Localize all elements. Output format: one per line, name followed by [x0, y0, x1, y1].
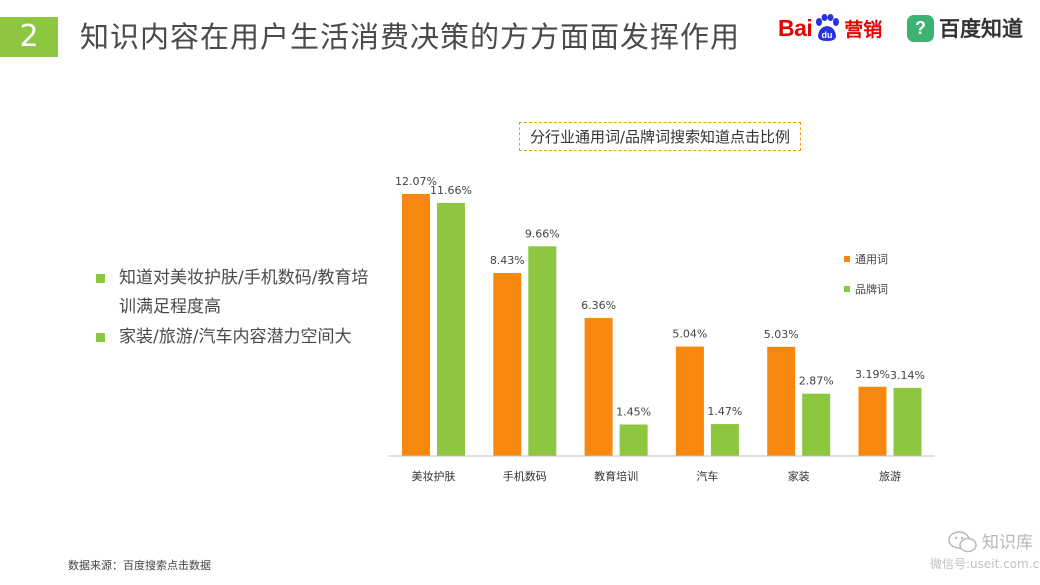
bar-generic-4 — [767, 346, 796, 456]
data-label: 9.66% — [525, 227, 560, 240]
legend-label: 品牌词 — [855, 282, 888, 296]
page-title: 知识内容在用户生活消费决策的方方面面发挥作用 — [80, 20, 741, 54]
bullet-square-icon — [96, 333, 105, 342]
baidu-zhidao-logo: ? 百度知道 — [907, 12, 1023, 44]
bar-generic-0 — [402, 194, 430, 456]
category-label: 旅游 — [879, 469, 901, 483]
wechat-icon — [948, 531, 977, 553]
bullet-list: 知道对美妆护肤/手机数码/教育培训满足程度高 家装/旅游/汽车内容潜力空间大 — [96, 264, 376, 353]
logo-bai-text: Bai — [778, 14, 813, 41]
data-label: 6.36% — [581, 299, 616, 312]
wechat-account-name: 知识库 — [982, 533, 1033, 553]
data-label: 5.04% — [672, 328, 707, 341]
question-icon: ? — [907, 14, 934, 42]
category-label: 家装 — [788, 469, 810, 483]
wechat-account-id: 微信号:useit.com.cn — [930, 557, 1040, 571]
legend-swatch — [844, 256, 850, 262]
bar-brand-1 — [528, 246, 557, 456]
baidu-paw-icon: du — [816, 14, 840, 41]
slide-number: 2 — [0, 17, 58, 57]
data-label: 8.43% — [490, 254, 525, 267]
bullet-text: 知道对美妆护肤/手机数码/教育培训满足程度高 — [119, 268, 369, 317]
bar-brand-3 — [710, 424, 739, 456]
category-label: 汽车 — [696, 469, 718, 483]
data-label: 3.19% — [855, 368, 890, 381]
data-label: 11.66% — [430, 184, 472, 197]
zhidao-logo-text: 百度知道 — [939, 17, 1023, 41]
bar-brand-5 — [893, 387, 922, 456]
legend-label: 通用词 — [855, 253, 888, 266]
bullet-item: 家装/旅游/汽车内容潜力空间大 — [96, 323, 376, 352]
bar-brand-2 — [619, 424, 648, 456]
baidu-marketing-logo: Bai du 营销 — [778, 8, 882, 48]
bar-brand-0 — [437, 202, 465, 456]
data-label: 1.45% — [616, 406, 651, 419]
bar-generic-2 — [584, 317, 613, 456]
category-label: 美妆护肤 — [412, 469, 456, 483]
data-label: 12.07% — [395, 175, 437, 188]
logo-du-text: du — [822, 30, 833, 40]
bullet-square-icon — [96, 274, 105, 283]
data-label: 2.87% — [799, 375, 834, 388]
bullet-text: 家装/旅游/汽车内容潜力空间大 — [119, 327, 352, 347]
bar-generic-1 — [493, 273, 522, 456]
bar-generic-3 — [675, 346, 704, 456]
bar-generic-5 — [858, 386, 887, 456]
wechat-watermark: 知识库 微信号:useit.com.cn — [930, 525, 1040, 575]
data-label: 5.03% — [764, 328, 799, 341]
bar-brand-4 — [802, 393, 831, 456]
bullet-item: 知道对美妆护肤/手机数码/教育培训满足程度高 — [96, 264, 376, 322]
logo-marketing-text: 营销 — [844, 18, 883, 41]
category-label: 手机数码 — [503, 469, 547, 483]
category-label: 教育培训 — [594, 469, 638, 483]
chart-title: 分行业通用词/品牌词搜索知道点击比例 — [519, 122, 802, 151]
legend-swatch — [844, 286, 850, 292]
data-source-note: 数据来源：百度搜索点击数据 — [68, 559, 211, 572]
data-label: 3.14% — [890, 369, 925, 382]
data-label: 1.47% — [707, 405, 742, 418]
